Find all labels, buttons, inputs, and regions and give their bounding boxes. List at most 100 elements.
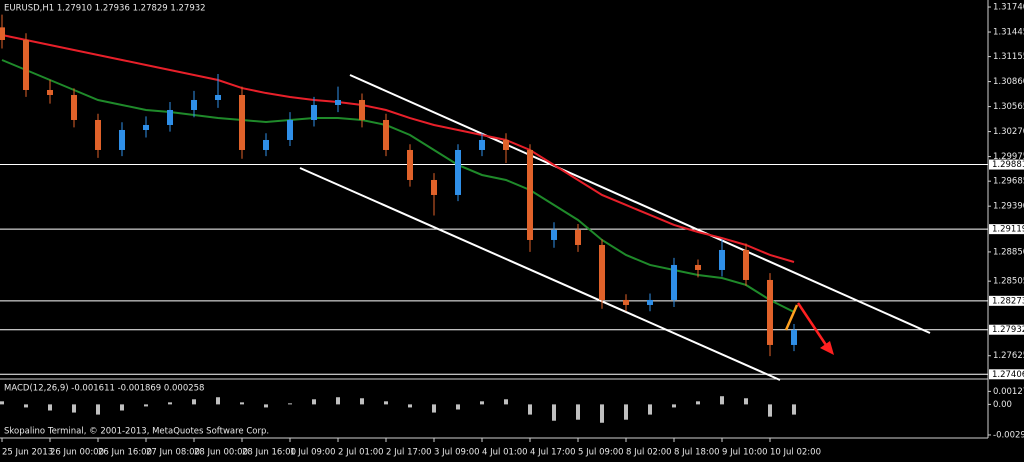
- level-label-bg: [989, 295, 1024, 306]
- x-tick-label: 8 Jul 18:00: [674, 448, 720, 458]
- candle-body: [311, 104, 317, 120]
- macd-bar: [696, 401, 700, 405]
- level-label-bg: [989, 369, 1024, 380]
- y-tick-label: 1.30860: [993, 77, 1024, 87]
- macd-bar: [648, 404, 652, 415]
- level-label: 1.29119: [992, 225, 1024, 235]
- candle-body: [455, 149, 461, 195]
- x-tick-label: 10 Jul 02:00: [770, 448, 821, 458]
- candle-body: [359, 99, 365, 120]
- candle-body: [287, 119, 293, 140]
- macd-bar: [264, 404, 268, 408]
- x-tick-label: 2 Jul 01:00: [338, 448, 384, 458]
- macd-bar: [360, 398, 364, 405]
- x-tick-label: 28 Jun 00:00: [194, 448, 248, 458]
- macd-bar: [168, 402, 172, 405]
- macd-bar: [504, 399, 508, 405]
- macd-bar: [528, 404, 532, 415]
- macd-bar: [216, 397, 220, 405]
- x-tick-label: 8 Jul 02:00: [626, 448, 672, 458]
- moving-average: [1, 59, 795, 313]
- x-tick-label: 2 Jul 17:00: [386, 448, 432, 458]
- y-tick-label: 1.27625: [993, 351, 1024, 361]
- x-tick-label: 9 Jul 10:00: [722, 448, 768, 458]
- macd-bar: [552, 404, 556, 421]
- candle-body: [239, 94, 245, 150]
- macd-bar: [624, 404, 628, 420]
- candle-body: [623, 299, 629, 305]
- x-tick-label: 27 Jun 08:00: [146, 448, 200, 458]
- candle-body: [479, 139, 485, 150]
- macd-bar: [336, 397, 340, 405]
- candle-body: [743, 249, 749, 280]
- macd-bar: [72, 404, 76, 413]
- macd-bar: [288, 403, 292, 405]
- x-tick-label: 1 Jul 09:00: [290, 448, 336, 458]
- level-label: 1.27406: [992, 370, 1024, 380]
- macd-bar: [240, 402, 244, 405]
- y-tick-label: 1.31445: [993, 28, 1024, 38]
- y-tick-label: 1.28505: [993, 277, 1024, 287]
- x-tick-label: 26 Jun 16:00: [98, 448, 152, 458]
- candle-body: [23, 39, 29, 90]
- candle-body: [263, 139, 269, 150]
- candle-body: [167, 109, 173, 125]
- macd-bar: [312, 399, 316, 405]
- candle-body: [503, 139, 509, 150]
- macd-bar: [24, 404, 28, 408]
- y-tick-label: 1.29975: [993, 152, 1024, 162]
- candle-body: [767, 279, 773, 345]
- level-label: 1.27932: [992, 325, 1024, 335]
- candle-body: [47, 89, 53, 95]
- macd-bar: [48, 404, 52, 411]
- red-arrow-head: [820, 341, 834, 355]
- macd-bar: [792, 404, 796, 415]
- candle-body: [407, 149, 413, 180]
- orange-arrow: [784, 304, 799, 331]
- candle-body: [215, 94, 221, 100]
- level-label-bg: [989, 324, 1024, 335]
- y-tick-label: 1.29685: [993, 177, 1024, 187]
- x-tick-label: 26 Jun 00:00: [50, 448, 104, 458]
- symbol-info: EURUSD,H1 1.27910 1.27936 1.27829 1.2793…: [4, 4, 206, 14]
- candle-body: [791, 329, 797, 345]
- macd-bar: [720, 396, 724, 405]
- candle-body: [647, 299, 653, 305]
- macd-bar: [96, 404, 100, 415]
- y-tick-label: 0.001277: [993, 387, 1024, 397]
- macd-bar: [576, 404, 580, 420]
- y-tick-label: 1.30565: [993, 102, 1024, 112]
- y-tick-label: 1.30270: [993, 127, 1024, 137]
- y-tick-label: 1.28850: [993, 247, 1024, 257]
- candle-body: [335, 99, 341, 105]
- candle-body: [671, 264, 677, 300]
- candle-body: [695, 264, 701, 270]
- trend-channel-lower: [299, 167, 781, 381]
- candle-body: [71, 94, 77, 120]
- y-tick-label: 1.31155: [993, 52, 1024, 62]
- level-label-bg: [989, 159, 1024, 170]
- macd-bar: [432, 404, 436, 413]
- forecast-arrows: [784, 302, 834, 355]
- macd-title: MACD(12,26,9) -0.001611 -0.001869 0.0002…: [4, 384, 204, 394]
- macd-bar: [672, 404, 676, 408]
- candle-body: [575, 229, 581, 245]
- candle-body: [383, 119, 389, 150]
- x-tick-label: 3 Jul 09:00: [434, 448, 480, 458]
- x-tick-label: 4 Jul 17:00: [530, 448, 576, 458]
- copyright: Skopalino Terminal, © 2001-2013, MetaQuo…: [4, 427, 269, 437]
- x-tick-label: 5 Jul 09:00: [578, 448, 624, 458]
- macd-bar: [144, 404, 148, 407]
- y-tick-label: 1.29390: [993, 202, 1024, 212]
- moving-average: [1, 34, 795, 263]
- candle-body: [719, 249, 725, 270]
- candle-body: [431, 179, 437, 195]
- y-tick-label: 1.31740: [993, 3, 1024, 13]
- candle-body: [119, 129, 125, 150]
- y-tick-label: 0.00: [993, 400, 1012, 410]
- trend-channel-upper: [349, 74, 931, 334]
- macd-bar: [408, 404, 412, 408]
- candle-body: [551, 229, 557, 240]
